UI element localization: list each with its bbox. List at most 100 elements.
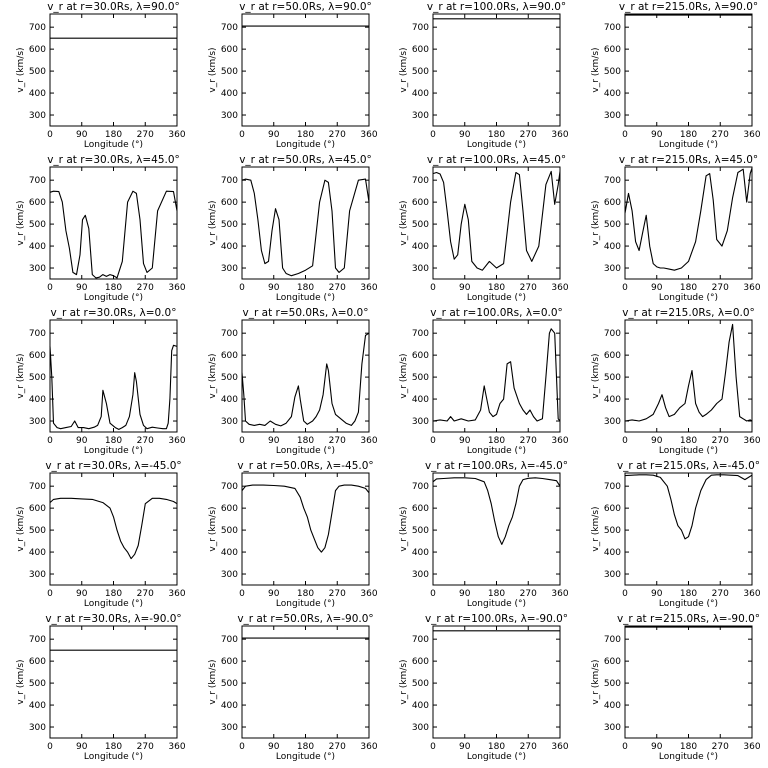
y-tick-label: 600: [604, 657, 621, 667]
subplot-8: v_r at r=215.0Rs, λ=45.0° 0 90 180 270 360 300…: [591, 154, 761, 303]
y-tick-label: 700: [604, 23, 621, 33]
x-axis-label: Longitude (°): [467, 752, 526, 762]
subplot-6: v_r at r=50.0Rs, λ=45.0° 0 90 180 270 360 300 4…: [208, 154, 378, 303]
y-axis-label: v_r (km/s): [16, 659, 26, 704]
plot-frame: [241, 166, 370, 280]
subplot-title: v_r at r=50.0Rs, λ=-90.0°: [237, 613, 373, 625]
plot-frame: [241, 472, 370, 586]
x-axis-label: Longitude (°): [84, 599, 143, 609]
x-tick-label: 180: [488, 130, 505, 140]
y-tick-label: 600: [412, 657, 429, 667]
x-tick-label: 90: [76, 742, 88, 752]
x-tick-label: 270: [329, 436, 346, 446]
y-tick-label: 300: [29, 570, 46, 580]
x-tick-label: 0: [47, 130, 53, 140]
y-tick-label: 700: [29, 23, 46, 33]
x-tick-label: 180: [680, 589, 697, 599]
y-tick-label: 500: [29, 220, 46, 230]
x-tick-label: 180: [488, 589, 505, 599]
x-tick-label: 180: [105, 283, 122, 293]
x-tick-label: 0: [430, 436, 436, 446]
y-tick-label: 600: [412, 198, 429, 208]
y-tick-label: 400: [412, 548, 429, 558]
y-tick-label: 300: [412, 570, 429, 580]
x-tick-label: 90: [76, 283, 88, 293]
subplot-title: v_r at r=215.0Rs, λ=0.0°: [622, 307, 755, 319]
plot-frame: [624, 13, 753, 127]
y-tick-label: 500: [412, 67, 429, 77]
x-axis-label: Longitude (°): [276, 599, 335, 609]
x-tick-label: 270: [137, 283, 154, 293]
subplot-11: v_r at r=100.0Rs, λ=0.0° 0 90 180 270 360 300 4…: [399, 307, 569, 456]
y-tick-label: 600: [221, 504, 238, 514]
y-tick-label: 400: [604, 89, 621, 99]
y-axis-label: v_r (km/s): [591, 506, 601, 551]
x-tick-label: 360: [168, 436, 185, 446]
x-tick-label: 360: [551, 130, 568, 140]
x-tick-label: 270: [329, 130, 346, 140]
subplot-title: v_r at r=30.0Rs, λ=-90.0°: [45, 613, 181, 625]
y-tick-label: 500: [412, 526, 429, 536]
subplot-title: v_r at r=50.0Rs, λ=0.0°: [243, 307, 369, 319]
y-axis-label: v_r (km/s): [16, 506, 26, 551]
y-tick-label: 600: [29, 504, 46, 514]
subplot-title: v_r at r=50.0Rs, λ=90.0°: [239, 1, 372, 13]
x-tick-label: 0: [239, 589, 245, 599]
y-tick-label: 500: [29, 679, 46, 689]
subplot-13: v_r at r=30.0Rs, λ=-45.0° 0 90 180 270 360 300…: [16, 460, 186, 609]
y-tick-label: 400: [412, 701, 429, 711]
y-tick-label: 300: [221, 570, 238, 580]
y-axis-label: v_r (km/s): [399, 200, 409, 245]
series-line: [49, 497, 178, 560]
y-tick-label: 500: [412, 220, 429, 230]
x-tick-label: 360: [360, 436, 377, 446]
x-tick-label: 180: [105, 742, 122, 752]
x-tick-label: 270: [329, 742, 346, 752]
series-line: [432, 170, 561, 271]
x-tick-label: 90: [651, 742, 663, 752]
y-tick-label: 600: [29, 657, 46, 667]
y-tick-label: 700: [29, 482, 46, 492]
subplot-5: v_r at r=30.0Rs, λ=45.0° 0 90 180 270 360 300 4…: [16, 154, 186, 303]
x-axis-label: Longitude (°): [467, 140, 526, 150]
x-tick-label: 270: [137, 436, 154, 446]
series-line: [49, 344, 178, 430]
y-tick-label: 400: [221, 548, 238, 558]
y-tick-label: 700: [412, 176, 429, 186]
x-tick-label: 0: [430, 283, 436, 293]
y-tick-label: 300: [221, 111, 238, 121]
y-axis-label: v_r (km/s): [16, 353, 26, 398]
y-tick-label: 500: [412, 679, 429, 689]
x-tick-label: 90: [268, 130, 280, 140]
subplot-10: v_r at r=50.0Rs, λ=0.0° 0 90 180 270 360 300 40…: [208, 307, 378, 456]
series-line: [624, 323, 753, 422]
x-tick-label: 180: [105, 589, 122, 599]
x-tick-label: 180: [680, 742, 697, 752]
x-axis-label: Longitude (°): [659, 599, 718, 609]
y-tick-label: 700: [604, 176, 621, 186]
x-tick-label: 0: [430, 130, 436, 140]
x-axis-label: Longitude (°): [659, 446, 718, 456]
x-tick-label: 90: [76, 130, 88, 140]
x-tick-label: 90: [459, 742, 471, 752]
series-line: [432, 477, 561, 545]
subplot-title: v_r at r=30.0Rs, λ=0.0°: [51, 307, 177, 319]
y-axis-label: v_r (km/s): [208, 506, 218, 551]
y-tick-label: 400: [221, 89, 238, 99]
subplot-title: v_r at r=215.0Rs, λ=45.0°: [619, 154, 758, 166]
y-tick-label: 600: [604, 504, 621, 514]
x-axis-label: Longitude (°): [659, 293, 718, 303]
x-tick-label: 180: [488, 742, 505, 752]
series-line: [241, 178, 370, 277]
x-tick-label: 0: [47, 589, 53, 599]
x-tick-label: 180: [105, 436, 122, 446]
subplot-title: v_r at r=100.0Rs, λ=0.0°: [430, 307, 563, 319]
x-tick-label: 270: [520, 742, 537, 752]
x-tick-label: 360: [743, 130, 760, 140]
y-tick-label: 300: [604, 723, 621, 733]
x-tick-label: 360: [360, 742, 377, 752]
subplot-title: v_r at r=100.0Rs, λ=-90.0°: [425, 613, 568, 625]
y-tick-label: 700: [412, 482, 429, 492]
subplot-20: v_r at r=215.0Rs, λ=-90.0° 0 90 180 270 360 30…: [591, 613, 761, 762]
x-tick-label: 360: [551, 742, 568, 752]
